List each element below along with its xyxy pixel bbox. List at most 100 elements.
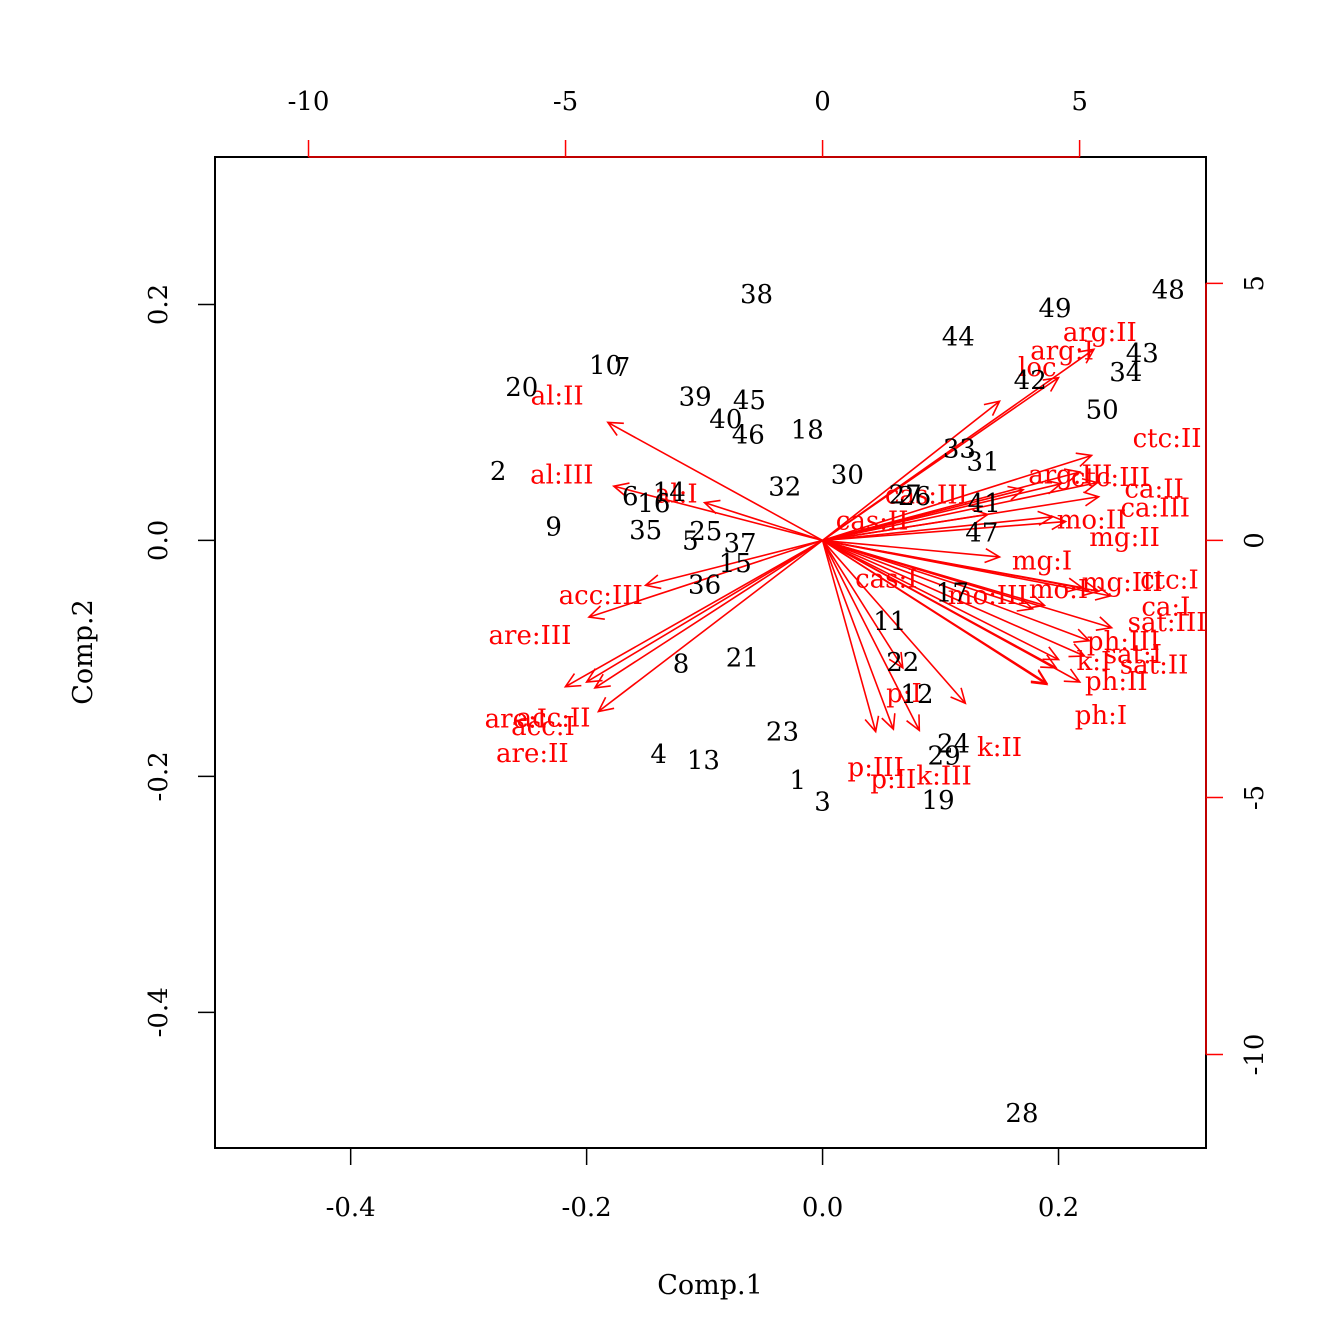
- top-tick-label: -10: [288, 87, 330, 117]
- observation-label-27: 27: [889, 481, 922, 511]
- arrow-acc-iii: [643, 539, 823, 590]
- arrow-sat-ii: [822, 539, 1082, 683]
- variable-label-sat-iii: sat:III: [1128, 608, 1207, 638]
- observation-label-33: 33: [943, 435, 976, 465]
- variable-label-arg-i: arg:I: [1030, 337, 1094, 367]
- right-tick-label: 5: [1240, 275, 1270, 292]
- observation-label-35: 35: [629, 516, 662, 546]
- variable-label-al-ii: al:II: [531, 381, 584, 411]
- variable-label-mo-ii: mo:II: [1057, 505, 1127, 535]
- observation-label-18: 18: [791, 416, 824, 446]
- observation-label-21: 21: [726, 643, 759, 673]
- top-axis: -10 -5 0 5: [288, 87, 1088, 158]
- variable-label-loc: loc: [1018, 353, 1057, 383]
- observation-label-31: 31: [966, 448, 999, 478]
- variable-label-acc-ii: acc:II: [517, 704, 591, 734]
- arrow-are-i: [563, 539, 823, 688]
- y-axis-title: Comp.2: [68, 599, 99, 705]
- observation-label-38: 38: [740, 280, 773, 310]
- observation-label-7: 7: [614, 353, 631, 383]
- observation-label-23: 23: [766, 718, 799, 748]
- variable-label-arg-ii: arg:II: [1063, 318, 1137, 348]
- arrow-ctc-i: [822, 539, 1113, 601]
- arrow-cas-ii: [822, 509, 990, 542]
- variable-label-ph-i: ph:I: [1075, 701, 1127, 731]
- arrow-ph-i: [822, 539, 1049, 686]
- observation-label-37: 37: [723, 529, 756, 559]
- observation-label-41: 41: [968, 489, 1001, 519]
- x-axis-title: Comp.1: [657, 1270, 763, 1301]
- variable-label-cas-iii: cas:III: [885, 481, 968, 511]
- observation-label-10: 10: [589, 351, 622, 381]
- right-tick-label: -5: [1240, 785, 1270, 810]
- observation-label-29: 29: [928, 741, 961, 771]
- observation-label-5: 5: [682, 527, 699, 557]
- variable-label-p-iii: p:III: [848, 753, 904, 783]
- observation-label-45: 45: [733, 386, 766, 416]
- observation-label-34: 34: [1109, 358, 1142, 388]
- arrow-p-ii: [821, 540, 896, 731]
- variable-label-ctc-ii: ctc:II: [1133, 424, 1202, 454]
- arrow-ph-iii: [822, 539, 1087, 658]
- variable-label-al-i: al:I: [655, 479, 698, 509]
- observation-label-44: 44: [942, 323, 975, 353]
- right-axis: -10 -5 0 5: [1205, 275, 1270, 1076]
- observation-label-12: 12: [900, 680, 933, 710]
- variable-label-mg-ii: mg:II: [1089, 523, 1160, 553]
- variable-label-mg-i: mg:I: [1012, 547, 1072, 577]
- observation-label-3: 3: [814, 787, 831, 817]
- observation-label-48: 48: [1152, 275, 1185, 305]
- observation-label-25: 25: [689, 517, 722, 547]
- top-tick-label: 0: [814, 87, 831, 117]
- observation-label-30: 30: [831, 461, 864, 491]
- variable-label-are-iii: are:III: [489, 621, 572, 651]
- variable-label-k-ii: k:II: [977, 733, 1022, 763]
- arrow-loc: [822, 400, 1001, 542]
- bottom-tick-label: 0.0: [802, 1193, 843, 1223]
- variable-label-ca-i: ca:I: [1141, 593, 1190, 623]
- arrow-mg-ii: [822, 514, 1068, 542]
- arrow-are-iii: [587, 539, 823, 621]
- observation-label-40: 40: [709, 405, 742, 435]
- left-tick-label: 0.0: [144, 520, 174, 561]
- variable-label-are-i: are:I: [485, 705, 547, 735]
- observation-label-1: 1: [790, 766, 807, 796]
- arrow-mg-i: [822, 539, 1002, 564]
- observation-label-39: 39: [679, 383, 712, 413]
- variable-label-sat-ii: sat:II: [1120, 650, 1189, 680]
- variable-label-p-ii: p:II: [870, 765, 916, 795]
- observation-label-22: 22: [886, 648, 919, 678]
- observation-label-11: 11: [873, 607, 906, 637]
- observation-label-19: 19: [922, 786, 955, 816]
- variable-label-mo-iii: mo:III: [948, 581, 1028, 611]
- arrow-sat-iii: [822, 539, 1091, 643]
- variable-label-ctc-i: ctc:I: [1140, 566, 1199, 596]
- right-tick-label: -10: [1240, 1034, 1270, 1076]
- left-axis: -0.4 -0.2 0.0 0.2: [144, 284, 216, 1037]
- arrow-sat-i: [822, 539, 1061, 661]
- top-tick-label: -5: [553, 87, 578, 117]
- bottom-tick-label: -0.2: [562, 1193, 612, 1223]
- left-tick-label: -0.2: [144, 751, 174, 801]
- variable-label-ca-ii: ca:II: [1124, 475, 1183, 505]
- observation-label-49: 49: [1038, 294, 1071, 324]
- left-tick-label: 0.2: [144, 284, 174, 325]
- observation-label-50: 50: [1086, 396, 1119, 426]
- variable-label-sat-i: sat:I: [1104, 640, 1162, 670]
- observation-label-4: 4: [650, 740, 667, 770]
- variable-label-al-iii: al:III: [530, 461, 593, 491]
- arrow-ca-ii: [822, 477, 1100, 542]
- variable-label-ctc-iii: ctc:III: [1071, 463, 1150, 493]
- arrow-acc-i: [593, 539, 824, 689]
- variable-label-p-i: p:I: [886, 679, 922, 709]
- variable-label-k-i: k:I: [1077, 647, 1112, 677]
- variable-label-ph-ii: ph:II: [1085, 667, 1148, 697]
- arrow-are-ii: [596, 539, 824, 713]
- arrow-ctc-ii: [822, 452, 1094, 542]
- variable-label-layer: al:IIal:IIIal:Iacc:IIIare:IIIacc:IIare:I…: [485, 318, 1207, 795]
- arrow-acc-ii: [585, 539, 823, 683]
- observation-label-36: 36: [688, 570, 721, 600]
- bottom-tick-label: 0.2: [1038, 1193, 1079, 1223]
